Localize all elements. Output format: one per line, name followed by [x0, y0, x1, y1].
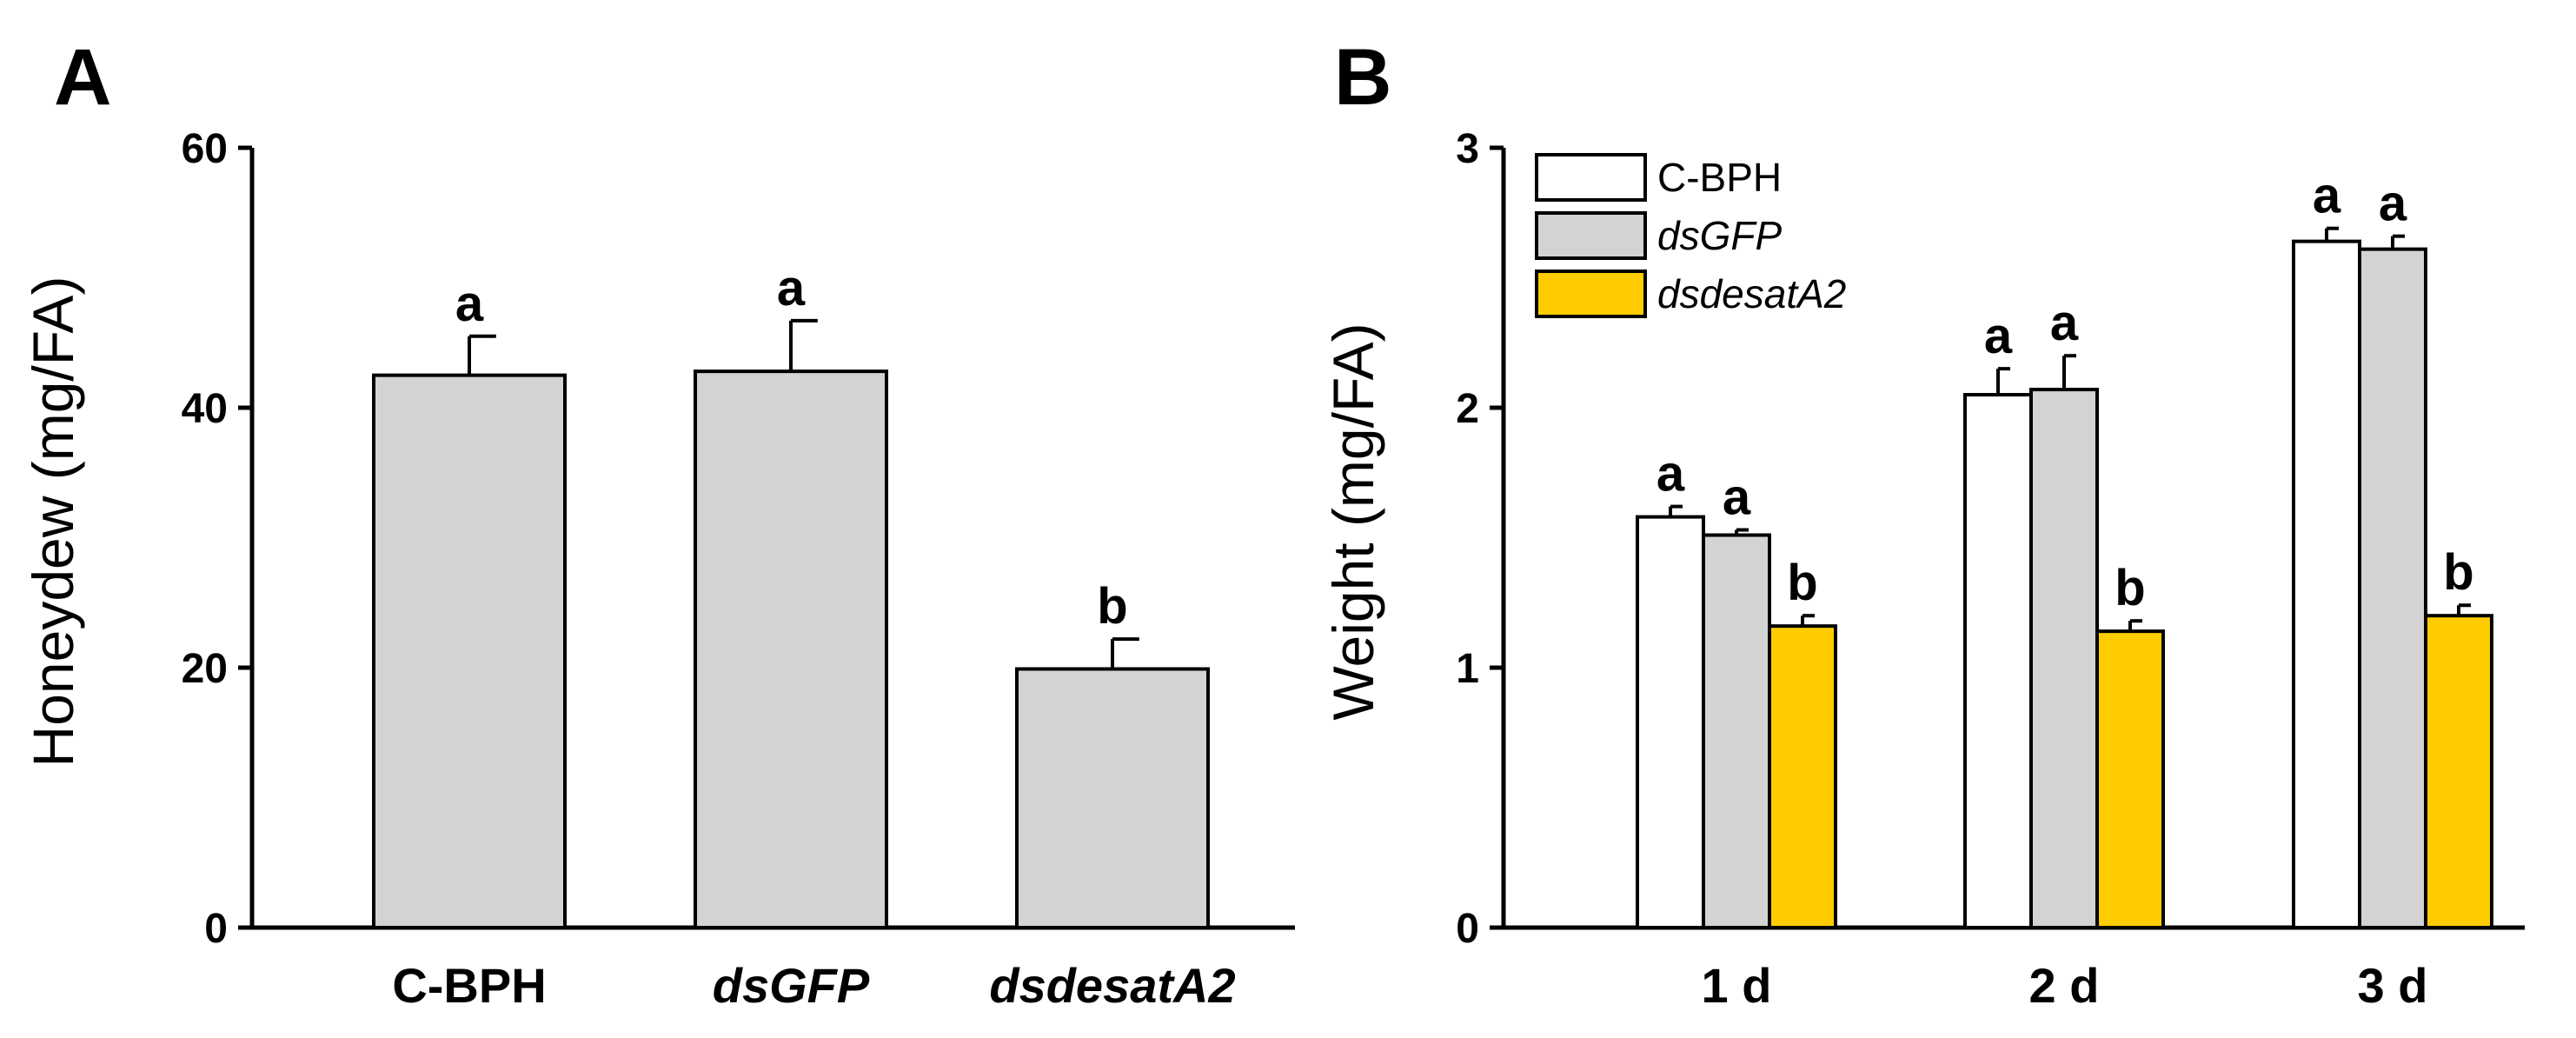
panel-a-label: A: [54, 33, 111, 122]
panel-a-y-axis-title: Honeydew (mg/FA): [21, 276, 85, 768]
panel-b-bar: [2095, 629, 2165, 929]
panel-b-bar: [1702, 533, 1771, 929]
panel-b-bar: [1768, 624, 1837, 929]
panel-a-y-tick-label: 20: [182, 646, 228, 692]
panel-b-bar: [2424, 614, 2493, 929]
legend-label: C-BPH: [1657, 155, 1782, 200]
panel-b-x-tick-label: 2 d: [2029, 958, 2100, 1013]
panel-b-y-tick-label: 1: [1456, 646, 1479, 692]
legend-label: dsdesatA2: [1657, 271, 1846, 316]
panel-b-y-tick-label: 0: [1456, 906, 1479, 952]
panel-a-bar: [372, 373, 567, 929]
panel-b-significance-letter: a: [1984, 308, 2013, 364]
panel-b-label: B: [1334, 33, 1391, 122]
panel-b-bar: [1963, 393, 2033, 929]
panel-a-significance-letter: a: [455, 276, 484, 332]
panel-a-y-tick-label: 60: [182, 126, 228, 172]
panel-b-bar: [1636, 515, 1705, 930]
panel-a-chart: A Honeydew (mg/FA) 0 20 40 60 a C-BPH a dsGFP b d…: [21, 33, 1295, 1013]
panel-b-legend: C-BPH dsGFP dsdesatA2: [1535, 153, 1846, 318]
panel-a-x-tick-label: dsGFP: [713, 958, 870, 1013]
panel-b-bar: [2358, 247, 2427, 929]
panel-a-bar: [1015, 667, 1210, 929]
legend-label: dsGFP: [1657, 213, 1782, 258]
legend-swatch: [1535, 211, 1647, 260]
panel-b-y-tick-label: 3: [1456, 126, 1479, 172]
panel-b-significance-letter: b: [2115, 560, 2145, 616]
panel-b-significance-letter: a: [2313, 168, 2341, 224]
panel-a-significance-letter: b: [1097, 578, 1127, 635]
panel-b-significance-letter: a: [1656, 446, 1685, 502]
panel-b-significance-letter: a: [2050, 295, 2079, 351]
panel-a-significance-letter: a: [777, 260, 806, 316]
panel-b-significance-letter: a: [2379, 176, 2407, 232]
panel-a-bar: [694, 369, 888, 929]
panel-b-significance-letter: b: [1787, 555, 1817, 611]
legend-swatch: [1535, 153, 1647, 202]
panel-a-x-tick-label: C-BPH: [392, 958, 546, 1013]
panel-b-significance-letter: b: [2443, 544, 2473, 601]
panel-b-bar: [2029, 388, 2099, 929]
panel-b-y-tick-label: 2: [1456, 386, 1479, 432]
panel-b-y-axis-title: Weight (mg/FA): [1321, 323, 1385, 720]
panel-b-x-tick-label: 1 d: [1702, 958, 1772, 1013]
panel-a-x-tick-label: dsdesatA2: [989, 958, 1235, 1013]
panel-b-bar: [2292, 239, 2361, 929]
panel-b-significance-letter: a: [1723, 469, 1751, 526]
panel-a-y-tick-label: 0: [204, 906, 228, 952]
panel-a-y-tick-label: 40: [182, 386, 228, 432]
panel-b-chart: B Weight (mg/FA) C-BPH dsGFP dsdesatA2 0 1 2…: [1321, 33, 2525, 1013]
panel-b-x-tick-label: 3 d: [2358, 958, 2428, 1013]
legend-swatch: [1535, 269, 1647, 318]
